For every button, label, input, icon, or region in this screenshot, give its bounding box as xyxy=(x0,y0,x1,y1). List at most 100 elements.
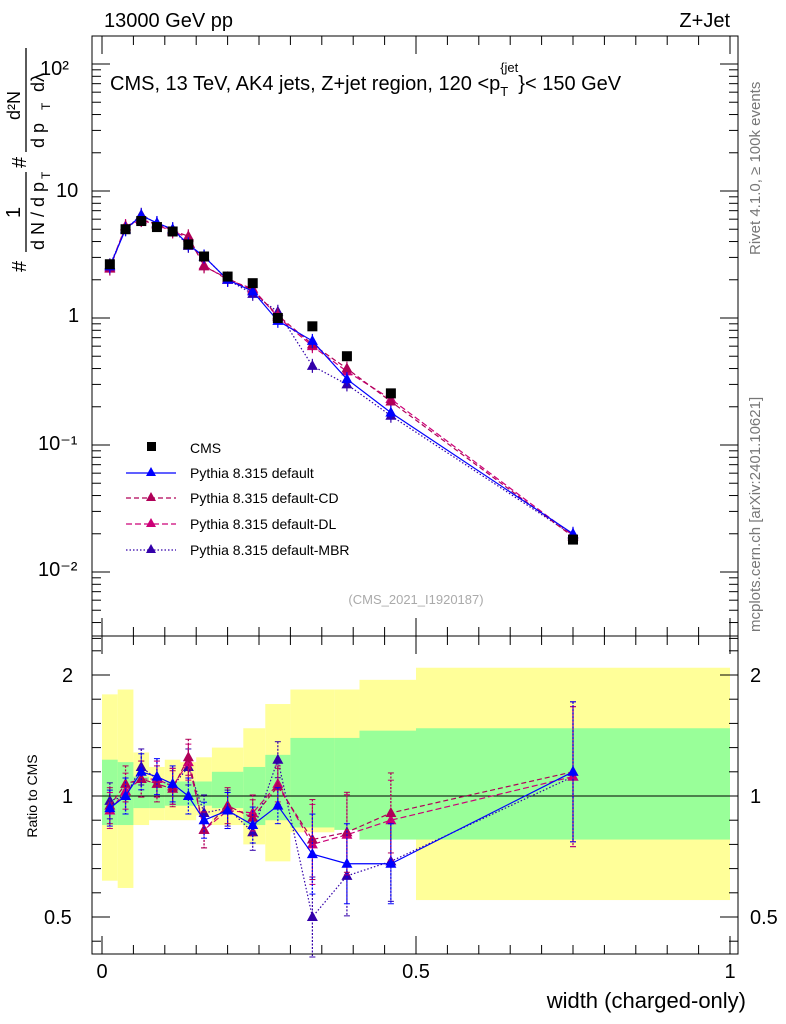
ratio-point-0 xyxy=(306,848,318,859)
mcplots-note: mcplots.cern.ch [arXiv:2401.10621] xyxy=(747,397,764,632)
title-tail: }< 150 GeV xyxy=(518,73,622,95)
ylabel-dn: d N / d p xyxy=(28,182,48,250)
title-main: CMS, 13 TeV, AK4 jets, Z+jet region, 120… xyxy=(110,73,500,95)
main-ticks xyxy=(92,36,738,639)
legend-entry-default: Pythia 8.315 default xyxy=(126,465,314,481)
ratio-frame xyxy=(91,635,739,955)
main-point-1 xyxy=(247,285,259,296)
ylabel-t1: T xyxy=(39,171,53,179)
main-point-2 xyxy=(198,260,210,271)
ratio-point-0 xyxy=(247,819,259,830)
energy-label: 13000 GeV pp xyxy=(104,10,233,32)
main-point-1 xyxy=(341,373,353,384)
ytick-0.1: 10⁻¹ xyxy=(38,433,78,455)
legend-marker-mbr xyxy=(146,544,156,553)
ratio-bands xyxy=(102,667,730,901)
main-ylabel: # 1 d N / d p T # d²N d p T dλ xyxy=(3,48,53,272)
ratio-point-0 xyxy=(198,814,210,825)
cms-point xyxy=(385,388,396,399)
legend-label-dl: Pythia 8.315 default-DL xyxy=(190,516,337,532)
ytick-100: 10² xyxy=(40,58,69,80)
xtick-0: 0 xyxy=(96,961,107,983)
ratio-point-3 xyxy=(306,911,318,921)
cms-point xyxy=(199,251,210,262)
ratio-point-0 xyxy=(567,765,579,776)
ylabel-hash-1: # xyxy=(9,260,31,272)
ratio-point-0 xyxy=(151,770,163,781)
ratio-panel: 2 1 0.5 2 1 0.5 Ratio to CMS 0 0.5 1 wid… xyxy=(24,635,778,1013)
ylabel-dpt: d p xyxy=(28,123,48,148)
legend-marker-cms xyxy=(147,442,156,451)
legend-label-cd: Pythia 8.315 default-CD xyxy=(190,490,339,506)
legend: CMS Pythia 8.315 default Pythia 8.315 de… xyxy=(126,440,350,558)
legend-marker-dl xyxy=(146,518,156,527)
ytick-10: 10 xyxy=(56,180,78,202)
xlabel: width (charged-only) xyxy=(546,988,746,1013)
legend-label-cms: CMS xyxy=(190,440,221,456)
legend-label-mbr: Pythia 8.315 default-MBR xyxy=(190,542,350,558)
legend-entry-cms: CMS xyxy=(147,440,221,456)
ratio-point-0 xyxy=(104,802,116,813)
ratio-point-0 xyxy=(167,777,179,788)
ratio-ytick-1: 1 xyxy=(62,786,73,808)
ratio-point-0 xyxy=(120,790,132,800)
ratio-point-1 xyxy=(135,773,147,784)
main-point-4 xyxy=(306,359,318,370)
ratio-point-0 xyxy=(272,799,284,810)
ratio-point-1 xyxy=(247,811,259,822)
ratio-band-green xyxy=(133,776,150,809)
ylabel-one: 1 xyxy=(3,207,25,218)
ratio-ytick-0.5-right: 0.5 xyxy=(750,907,778,929)
cms-point xyxy=(104,259,115,270)
main-panel: 10² 10 1 10⁻¹ 10⁻² CMS, 13 TeV, AK4 jets… xyxy=(3,35,739,639)
ratio-point-1 xyxy=(151,777,163,788)
cms-point xyxy=(151,222,162,233)
cms-point xyxy=(222,271,233,282)
ratio-band-green xyxy=(196,781,212,806)
ratio-point-1 xyxy=(198,823,210,834)
ratio-point-0 xyxy=(341,857,353,868)
legend-entry-mbr: Pythia 8.315 default-MBR xyxy=(126,542,350,558)
legend-entry-dl: Pythia 8.315 default-DL xyxy=(126,516,337,532)
cms-point xyxy=(136,216,147,227)
main-point-1 xyxy=(385,406,397,417)
legend-label-default: Pythia 8.315 default xyxy=(190,465,314,481)
ytick-0.01: 10⁻² xyxy=(38,559,78,581)
rivet-version-note: Rivet 4.1.0, ≥ 100k events xyxy=(747,82,764,255)
cms-point xyxy=(183,239,194,250)
cms-point xyxy=(247,278,258,289)
cms-point xyxy=(341,351,352,362)
ratio-point-0 xyxy=(182,790,194,800)
ylabel-d2n: d²N xyxy=(4,91,24,120)
cms-point xyxy=(167,226,178,237)
ratio-ytick-0.5: 0.5 xyxy=(44,907,72,929)
main-title: CMS, 13 TeV, AK4 jets, Z+jet region, 120… xyxy=(110,60,622,99)
legend-entry-cd: Pythia 8.315 default-CD xyxy=(126,490,339,506)
ratio-point-1 xyxy=(385,806,397,817)
title-sub: T xyxy=(500,84,508,99)
ytick-1: 1 xyxy=(68,305,79,327)
cms-point xyxy=(307,321,318,332)
ratio-ticks xyxy=(92,636,738,954)
legend-marker-default xyxy=(146,467,156,476)
ratio-point-0 xyxy=(135,765,147,776)
watermark: (CMS_2021_I1920187) xyxy=(348,592,483,607)
ratio-ytick-1-right: 1 xyxy=(750,786,761,808)
ylabel-dl: dλ xyxy=(28,73,48,92)
main-point-2 xyxy=(385,395,397,406)
main-point-2 xyxy=(341,362,353,373)
ratio-ylabel: Ratio to CMS xyxy=(24,754,40,837)
ylabel-hash-2: # xyxy=(9,156,31,168)
ratio-point-0 xyxy=(222,804,234,815)
main-point-1 xyxy=(306,334,318,345)
ratio-point-1 xyxy=(306,833,318,844)
cms-point xyxy=(120,224,131,235)
main-point-2 xyxy=(182,230,194,241)
cms-point xyxy=(272,313,283,323)
ratio-line-1 xyxy=(109,755,574,841)
ratio-plot-marks xyxy=(104,701,579,958)
xtick-1: 1 xyxy=(724,961,735,983)
ratio-ytick-2: 2 xyxy=(62,665,73,687)
legend-marker-cd xyxy=(146,492,156,501)
